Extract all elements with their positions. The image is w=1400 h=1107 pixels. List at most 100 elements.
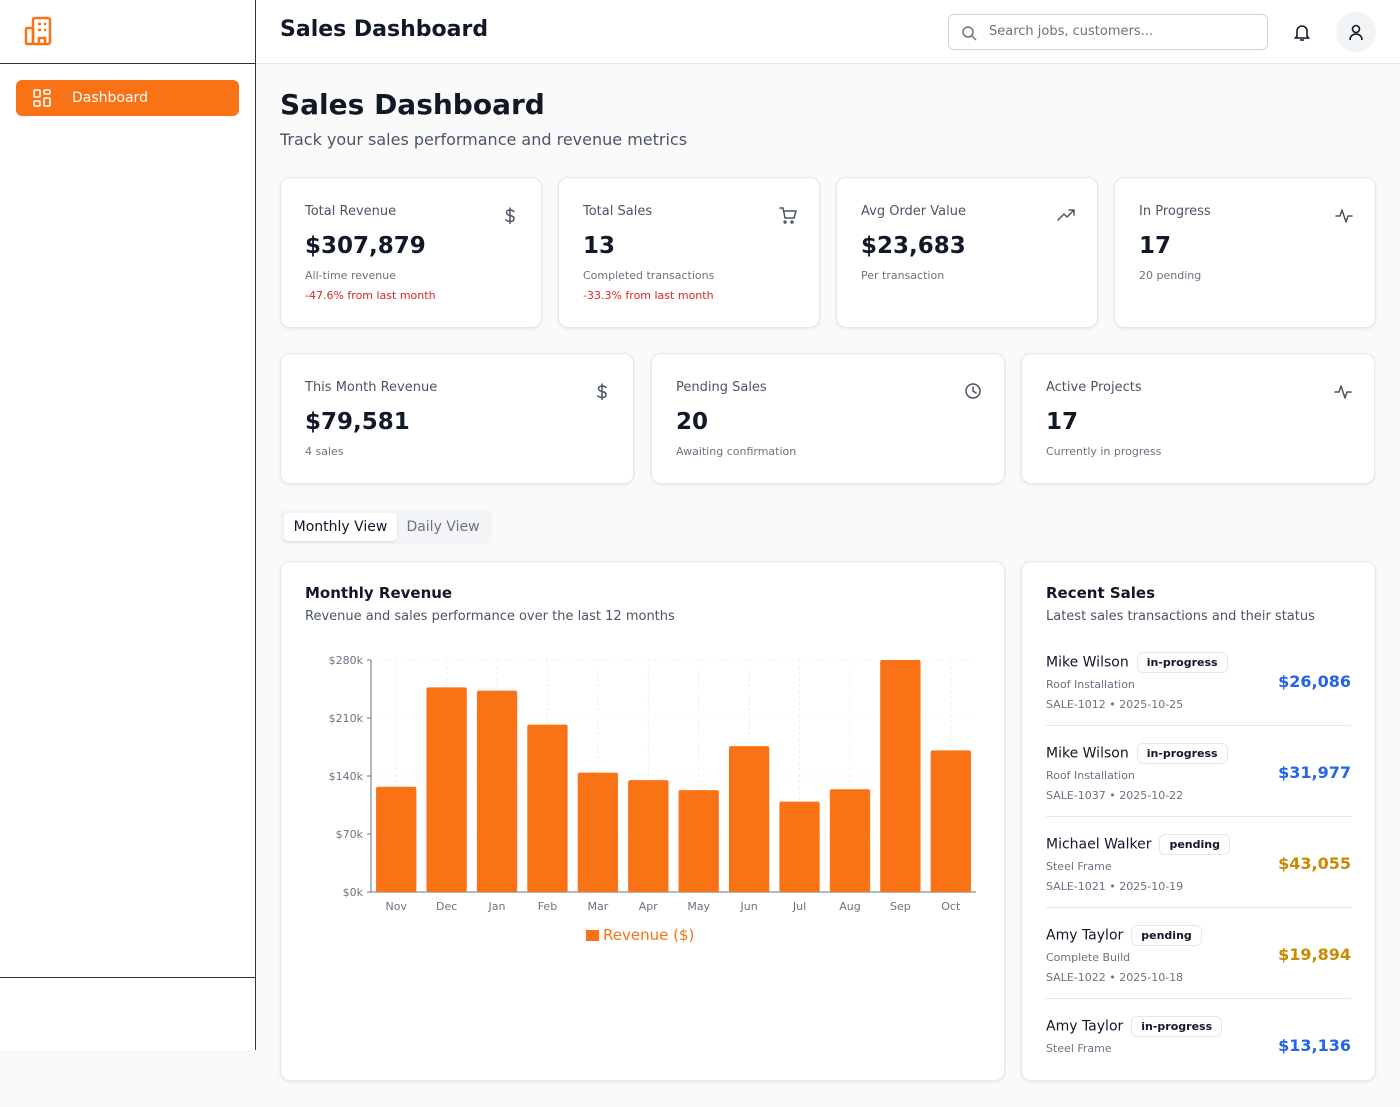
search-box[interactable]: Search jobs, customers... [948, 14, 1268, 50]
stat-value: $79,581 [305, 409, 410, 435]
stat-card: Total Sales 13 Completed transactions -33.3… [558, 177, 820, 328]
topbar: Sales Dashboard Search jobs, customers..… [256, 0, 1400, 64]
stat-card: Avg Order Value $23,683 Per transaction [836, 177, 1098, 328]
x-tick-label: Aug [839, 900, 860, 913]
stat-note: Per transaction [861, 269, 945, 282]
stat-label: Total Sales [583, 204, 653, 219]
stat-value: 13 [583, 233, 616, 259]
nav-item[interactable]: Dashboard [16, 80, 239, 116]
tab[interactable]: Monthly View [284, 513, 397, 541]
card-subtitle: Latest sales transactions and their stat… [1046, 609, 1315, 624]
x-tick-label: Jun [740, 900, 758, 913]
bar [527, 724, 568, 892]
notifications[interactable] [1292, 22, 1312, 42]
stat-label: Avg Order Value [861, 204, 966, 219]
card-subtitle: Revenue and sales performance over the l… [305, 609, 675, 624]
status-badge: in-progress [1131, 1016, 1223, 1037]
x-tick-label: May [687, 900, 710, 913]
bar [728, 746, 770, 892]
sale-product: Steel Frame [1046, 1042, 1112, 1055]
stat-change: -47.6% from last month [305, 289, 436, 302]
sale-row: Michael Walker pending Steel Frame SALE-102… [1046, 834, 1351, 925]
sale-name: Amy Taylor [1046, 1018, 1124, 1035]
icon [593, 382, 611, 404]
logo[interactable] [24, 16, 56, 46]
card-title: Monthly Revenue [305, 584, 453, 602]
stat-label: Pending Sales [676, 380, 767, 395]
sale-amount: $43,055 [1278, 854, 1351, 873]
y-tick-label: $0k [343, 886, 364, 899]
status-badge: in-progress [1136, 652, 1228, 673]
stat-label: Active Projects [1046, 380, 1142, 395]
stat-value: $307,879 [305, 233, 426, 259]
page-subtitle: Track your sales performance and revenue… [280, 130, 688, 149]
header-title: Sales Dashboard [280, 17, 489, 42]
bar [476, 690, 518, 892]
tabs: Monthly View Daily View [280, 510, 492, 544]
icon [1335, 206, 1353, 228]
chart-card: Monthly Revenue Revenue and sales perfor… [280, 561, 1005, 1081]
stat-label: This Month Revenue [305, 380, 438, 395]
bar [779, 801, 820, 892]
bar [376, 786, 417, 892]
recent-sales: Recent Sales Latest sales transactions a… [1021, 561, 1376, 1081]
page: Dashboard Sales Dashboard Search jobs, c… [0, 0, 1400, 1081]
stat-label: In Progress [1139, 204, 1211, 219]
stat-card: This Month Revenue $79,581 4 sales [280, 353, 634, 484]
sale-name-line: Amy Taylor pending [1046, 925, 1202, 946]
stat-value: 20 [676, 409, 709, 435]
sale-row: Mike Wilson in-progress Roof Installation S… [1046, 743, 1351, 834]
stat-note: Completed transactions [583, 269, 715, 282]
icon [501, 206, 519, 228]
sidebar: Dashboard [0, 0, 256, 1050]
icon [964, 382, 982, 404]
sale-ref: SALE-1021 • 2025-10-19 [1046, 880, 1184, 893]
sale-name: Michael Walker [1046, 836, 1152, 853]
stat-card: Total Revenue $307,879 All-time revenue -47… [280, 177, 542, 328]
tab[interactable]: Daily View [406, 519, 480, 535]
sale-name: Mike Wilson [1046, 654, 1129, 671]
nav-label: Dashboard [72, 90, 148, 106]
sale-row: Amy Taylor in-progress Steel Frame $13,136 [1046, 1016, 1351, 1107]
bar [880, 660, 921, 892]
divider [1046, 725, 1351, 726]
sale-name: Amy Taylor [1046, 927, 1124, 944]
status-badge: pending [1159, 834, 1230, 855]
y-tick-label: $140k [329, 770, 364, 783]
sale-amount: $26,086 [1278, 672, 1351, 691]
x-tick-label: Sep [890, 900, 911, 913]
stat-value: 17 [1139, 233, 1172, 259]
stat-note: 20 pending [1139, 269, 1202, 282]
sale-row: Mike Wilson in-progress Roof Installation S… [1046, 652, 1351, 743]
x-tick-label: Dec [436, 900, 457, 913]
sale-ref: SALE-1037 • 2025-10-22 [1046, 789, 1184, 802]
stat-card: Active Projects 17 Currently in progress [1021, 353, 1375, 484]
x-tick-label: Mar [587, 900, 608, 913]
avatar[interactable] [1336, 12, 1376, 52]
stat-label: Total Revenue [305, 204, 397, 219]
stat-card: In Progress 17 20 pending [1114, 177, 1376, 328]
chart: $0k $70k $140k $210k $280k Nov Dec Jan Feb Mar Apr… [329, 654, 976, 944]
sale-product: Roof Installation [1046, 678, 1135, 691]
stat-note: 4 sales [305, 445, 344, 458]
stat-note: Awaiting confirmation [676, 445, 797, 458]
bar [577, 772, 619, 892]
y-tick-label: $280k [329, 654, 364, 667]
sale-amount: $13,136 [1278, 1036, 1351, 1055]
sale-name: Mike Wilson [1046, 745, 1129, 762]
sale-name-line: Amy Taylor in-progress [1046, 1016, 1223, 1037]
x-tick-label: Jan [488, 900, 506, 913]
stat-value: $23,683 [861, 233, 966, 259]
sale-ref: SALE-1012 • 2025-10-25 [1046, 698, 1184, 711]
divider [0, 63, 256, 64]
stat-change: -33.3% from last month [583, 289, 714, 302]
card-title: Recent Sales [1046, 584, 1156, 602]
x-tick-label: Apr [639, 900, 659, 913]
x-tick-label: Nov [385, 900, 407, 913]
icon [1057, 206, 1075, 228]
bar [829, 789, 871, 892]
sale-amount: $19,894 [1278, 945, 1351, 964]
sale-product: Roof Installation [1046, 769, 1135, 782]
stat-card: Pending Sales 20 Awaiting confirmation [651, 353, 1005, 484]
sale-product: Steel Frame [1046, 860, 1112, 873]
